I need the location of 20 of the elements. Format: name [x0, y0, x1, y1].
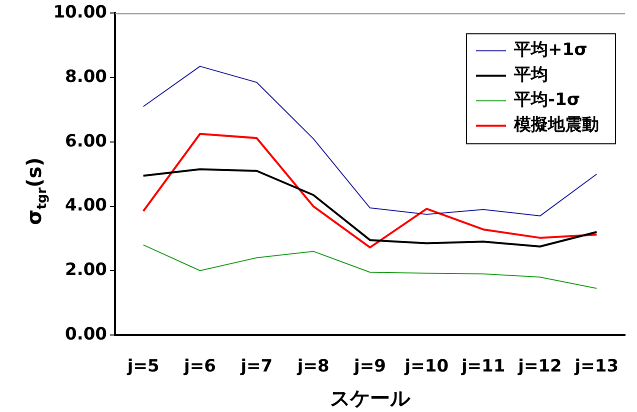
x-tick-label: j=8 — [296, 356, 330, 377]
y-tick-label: 8.00 — [65, 66, 108, 87]
legend-label: 平均 — [513, 65, 548, 86]
x-tick-label: j=5 — [126, 356, 160, 377]
x-tick-label: j=12 — [517, 356, 562, 377]
legend-label: 模擬地震動 — [513, 115, 599, 136]
x-tick-label: j=11 — [460, 356, 506, 377]
y-tick-label: 2.00 — [65, 260, 108, 280]
x-tick-label: j=10 — [404, 356, 449, 377]
x-tick-label: j=13 — [574, 356, 619, 377]
legend-label: 平均-1σ — [513, 90, 580, 110]
y-tick-label: 0.00 — [65, 324, 108, 344]
y-tick-label: 4.00 — [65, 196, 108, 216]
legend-label: 平均+1σ — [513, 40, 588, 60]
x-axis-title: スケール — [330, 386, 411, 410]
x-tick-label: j=6 — [183, 356, 216, 377]
x-tick-label: j=7 — [240, 356, 273, 377]
y-tick-label: 6.00 — [65, 131, 108, 152]
y-tick-label: 10.00 — [53, 2, 108, 23]
x-tick-label: j=9 — [353, 356, 386, 377]
